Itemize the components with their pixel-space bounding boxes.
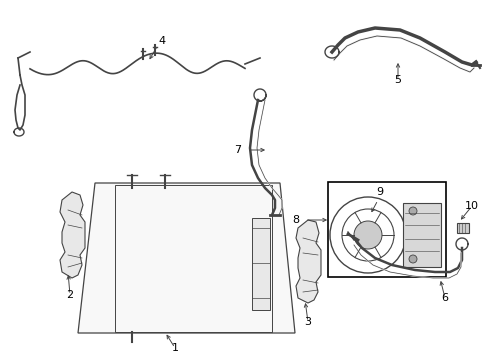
Polygon shape [60,192,85,278]
Bar [327,182,445,277]
Text: 6: 6 [441,293,447,303]
Polygon shape [78,183,294,333]
Text: 3: 3 [304,317,311,327]
Text: 4: 4 [158,36,165,46]
Circle shape [408,255,416,263]
Text: 2: 2 [66,290,73,300]
Text: 8: 8 [292,215,299,225]
Circle shape [353,221,381,249]
Bar [251,218,269,310]
Text: 5: 5 [394,75,401,85]
Text: 7: 7 [234,145,241,155]
Bar [402,203,440,267]
Circle shape [408,207,416,215]
Bar [456,223,468,233]
Text: 10: 10 [464,201,478,211]
Polygon shape [295,220,320,303]
Text: 1: 1 [171,343,178,353]
Text: 9: 9 [376,187,383,197]
